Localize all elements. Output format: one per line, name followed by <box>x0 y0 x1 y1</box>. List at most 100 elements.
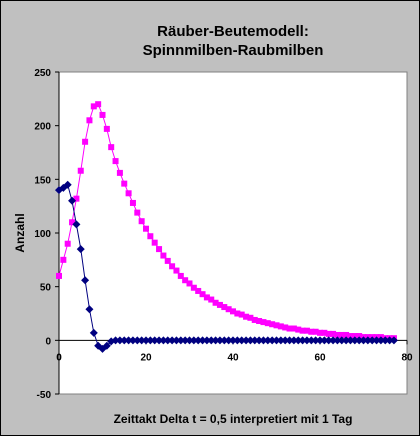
series-2-point <box>250 336 259 345</box>
series-2-point <box>294 336 303 345</box>
y-tick-label: 200 <box>34 122 51 133</box>
series-2-point <box>337 336 346 345</box>
series-2-point <box>381 336 390 345</box>
series-2-point <box>255 336 264 345</box>
series-1-point <box>238 311 245 318</box>
series-1-point <box>86 117 93 124</box>
series-1-point <box>95 101 102 108</box>
series-2-point <box>155 336 164 345</box>
series-2-point <box>102 341 111 350</box>
series-2-point <box>237 336 246 345</box>
series-2-point <box>389 336 398 345</box>
series-2-point <box>346 336 355 345</box>
series-1-point <box>303 327 310 334</box>
series-1-point <box>234 310 241 317</box>
chart-title-line: Räuber-Beutemodell: <box>157 23 309 40</box>
series-2-point <box>363 336 372 345</box>
series-1-point <box>290 325 297 332</box>
series-2-point <box>316 336 324 345</box>
series-2-point <box>355 336 364 345</box>
series-1-point <box>264 320 271 327</box>
series-1-point <box>295 326 302 333</box>
series-2-point <box>359 336 368 345</box>
series-2-point <box>124 336 133 345</box>
series-2-point <box>276 336 285 345</box>
series-2-point <box>211 336 220 345</box>
series-1-point <box>129 199 136 206</box>
series-2-point <box>215 336 224 345</box>
series-1-point <box>56 272 62 279</box>
series-2-point <box>246 336 255 345</box>
series-1-point <box>164 257 171 264</box>
series-2-point <box>142 336 150 345</box>
y-axis-label: Anzahl <box>13 213 27 252</box>
series-2-point <box>181 336 190 345</box>
series-2-point <box>259 336 268 345</box>
series-2-point <box>242 336 251 345</box>
series-2-point <box>194 336 203 345</box>
series-2-point <box>163 336 172 345</box>
series-2-point <box>172 336 181 345</box>
series-2-point <box>115 336 124 345</box>
series-2-point <box>68 196 77 205</box>
series-2-point <box>76 245 85 254</box>
series-2-point <box>333 336 342 345</box>
series-1-point <box>277 323 284 330</box>
series-1-point <box>112 158 119 165</box>
series-2-point <box>85 305 94 314</box>
x-tick-label: 60 <box>314 352 326 363</box>
series-1-point <box>321 329 328 336</box>
series-2-point <box>63 180 72 189</box>
x-tick-label: 0 <box>56 352 62 363</box>
series-2-point <box>268 336 277 345</box>
y-tick-label: 0 <box>45 336 51 347</box>
series-2-point <box>302 336 311 345</box>
series-1-point <box>90 103 97 110</box>
series-1-point <box>330 330 337 337</box>
series-2-point <box>285 336 294 345</box>
series-1-point <box>216 301 223 308</box>
series-1-point <box>156 246 163 253</box>
series-2-point <box>81 276 90 285</box>
series-1-point <box>116 169 123 176</box>
series-2-point <box>150 336 159 345</box>
series-2-point <box>189 336 198 345</box>
series-1-point <box>143 225 149 232</box>
series-1-point <box>325 330 332 337</box>
series-2-point <box>137 336 146 345</box>
series-1-point <box>73 195 80 202</box>
series-2-point <box>342 336 351 345</box>
series-2-point <box>224 336 233 345</box>
series-2-point <box>372 336 381 345</box>
series-1-point <box>334 331 341 338</box>
series-1-point <box>251 316 258 323</box>
series-2-point <box>207 336 216 345</box>
series-1-point <box>269 321 276 328</box>
y-tick-label: 250 <box>34 68 51 79</box>
series-1-point <box>308 328 315 335</box>
series-2-point <box>307 336 316 345</box>
series-1-point <box>208 296 215 303</box>
x-tick-label: 40 <box>227 352 239 363</box>
series-1-point <box>138 218 145 225</box>
series-1-point <box>356 333 363 340</box>
series-2-point <box>311 336 320 345</box>
series-2-point <box>329 336 338 345</box>
series-1-point <box>151 239 158 246</box>
series-1-point <box>169 263 176 270</box>
series-1-point <box>286 325 293 332</box>
series-2-point <box>168 336 177 345</box>
series-1-point <box>203 294 210 301</box>
y-tick-label: 150 <box>34 175 51 186</box>
series-1-point <box>64 240 71 247</box>
series-1-point <box>160 252 167 259</box>
series-2-point <box>320 336 329 345</box>
series-1-point <box>221 304 228 311</box>
series-2-point <box>89 328 98 337</box>
plot-area <box>58 71 408 395</box>
series-2-point <box>350 336 359 345</box>
chart-title-line: Spinnmilben-Raubmilben <box>143 42 324 59</box>
series-1-point <box>347 333 354 340</box>
series-1-point <box>225 306 232 313</box>
series-1-point <box>173 267 180 274</box>
